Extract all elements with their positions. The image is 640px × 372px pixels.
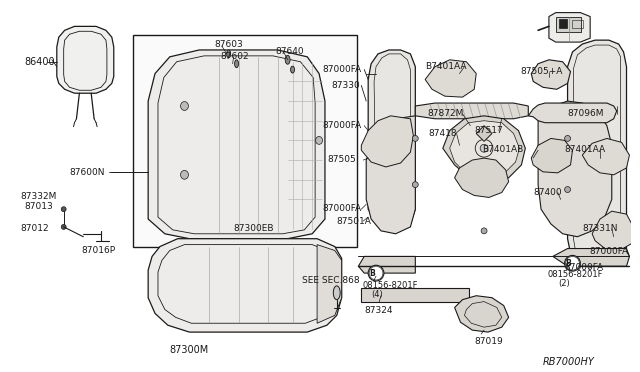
Text: SEE SEC.868: SEE SEC.868 <box>302 276 360 285</box>
Text: 87505+A: 87505+A <box>520 67 563 76</box>
Polygon shape <box>362 116 413 167</box>
Text: 87330: 87330 <box>332 81 360 90</box>
Polygon shape <box>582 138 630 175</box>
Polygon shape <box>553 248 630 266</box>
Text: 87505: 87505 <box>327 155 356 164</box>
Text: 87401AA: 87401AA <box>564 145 605 154</box>
Text: B: B <box>369 269 375 278</box>
Polygon shape <box>57 26 114 93</box>
Bar <box>559 19 566 28</box>
Text: 86400: 86400 <box>24 57 55 67</box>
Ellipse shape <box>235 60 239 68</box>
Text: 87012: 87012 <box>20 224 49 233</box>
Ellipse shape <box>369 266 383 280</box>
Text: 87019: 87019 <box>474 337 503 346</box>
Polygon shape <box>531 138 573 173</box>
Text: 87602: 87602 <box>221 52 250 61</box>
Polygon shape <box>443 116 525 182</box>
Text: 87517: 87517 <box>474 126 503 135</box>
Ellipse shape <box>412 135 419 141</box>
Bar <box>572 20 583 28</box>
Polygon shape <box>358 256 415 273</box>
Text: B7401AA: B7401AA <box>425 62 467 71</box>
Text: (2): (2) <box>557 279 570 288</box>
Ellipse shape <box>564 135 570 141</box>
Polygon shape <box>148 239 342 332</box>
Polygon shape <box>538 101 612 237</box>
Ellipse shape <box>333 286 340 300</box>
Text: B7401AB: B7401AB <box>482 145 524 154</box>
Polygon shape <box>450 121 520 177</box>
Polygon shape <box>549 13 590 42</box>
Text: 87600N: 87600N <box>70 168 105 177</box>
Text: 87013: 87013 <box>24 202 53 211</box>
Bar <box>362 288 469 302</box>
Text: 87872M: 87872M <box>427 109 463 118</box>
Bar <box>556 16 581 32</box>
Text: 87331N: 87331N <box>582 224 618 233</box>
Ellipse shape <box>412 182 419 187</box>
Text: 87332M: 87332M <box>20 192 57 201</box>
Text: 87400: 87400 <box>533 187 562 196</box>
Text: 87000FA: 87000FA <box>322 65 361 74</box>
Text: 87016P: 87016P <box>81 246 115 254</box>
Polygon shape <box>568 40 627 266</box>
Ellipse shape <box>566 256 579 270</box>
Text: B: B <box>566 259 572 268</box>
Text: 87000FA: 87000FA <box>322 121 361 130</box>
Ellipse shape <box>180 102 188 110</box>
Ellipse shape <box>480 144 488 152</box>
Ellipse shape <box>564 187 570 192</box>
Polygon shape <box>454 158 509 198</box>
Polygon shape <box>368 50 415 229</box>
Text: RB7000HY: RB7000HY <box>543 357 595 367</box>
Text: 87300M: 87300M <box>170 345 209 355</box>
Text: 87501A: 87501A <box>337 217 372 226</box>
Polygon shape <box>528 103 617 123</box>
Ellipse shape <box>291 66 294 73</box>
Polygon shape <box>592 211 634 250</box>
Polygon shape <box>476 126 492 141</box>
Text: 87640: 87640 <box>276 47 305 56</box>
Text: 87000FA: 87000FA <box>322 204 361 213</box>
Text: 87000FA: 87000FA <box>589 247 628 256</box>
Polygon shape <box>454 296 509 332</box>
Text: 08156-8201F: 08156-8201F <box>362 281 418 290</box>
Ellipse shape <box>316 137 323 144</box>
Bar <box>133 35 357 247</box>
Polygon shape <box>415 103 528 119</box>
Ellipse shape <box>180 170 188 179</box>
Polygon shape <box>425 60 476 97</box>
Ellipse shape <box>227 50 230 58</box>
Polygon shape <box>148 50 325 239</box>
Polygon shape <box>317 245 342 323</box>
Text: 87324: 87324 <box>364 305 393 315</box>
Ellipse shape <box>61 224 66 230</box>
Text: 87418: 87418 <box>428 129 457 138</box>
Text: 87300EB: 87300EB <box>234 224 274 233</box>
Text: 87000FA: 87000FA <box>564 263 604 272</box>
Polygon shape <box>366 116 415 234</box>
Ellipse shape <box>481 228 487 234</box>
Text: (4): (4) <box>371 290 383 299</box>
Text: 87603: 87603 <box>214 40 243 49</box>
Ellipse shape <box>61 207 66 212</box>
Text: 08156-8201F: 08156-8201F <box>548 270 604 279</box>
Text: 87096M: 87096M <box>568 109 604 118</box>
Ellipse shape <box>564 256 580 271</box>
Ellipse shape <box>285 55 290 64</box>
Ellipse shape <box>368 265 384 281</box>
Polygon shape <box>531 60 570 89</box>
